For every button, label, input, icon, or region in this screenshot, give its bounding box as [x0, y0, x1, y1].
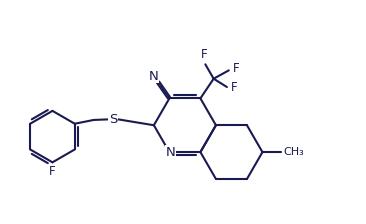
Text: CH₃: CH₃	[284, 147, 305, 157]
Text: N: N	[149, 70, 158, 83]
Text: F: F	[232, 62, 239, 75]
Text: N: N	[165, 146, 175, 159]
Text: F: F	[231, 81, 237, 94]
Text: F: F	[49, 165, 56, 178]
Text: F: F	[201, 48, 208, 61]
Text: S: S	[109, 113, 117, 126]
